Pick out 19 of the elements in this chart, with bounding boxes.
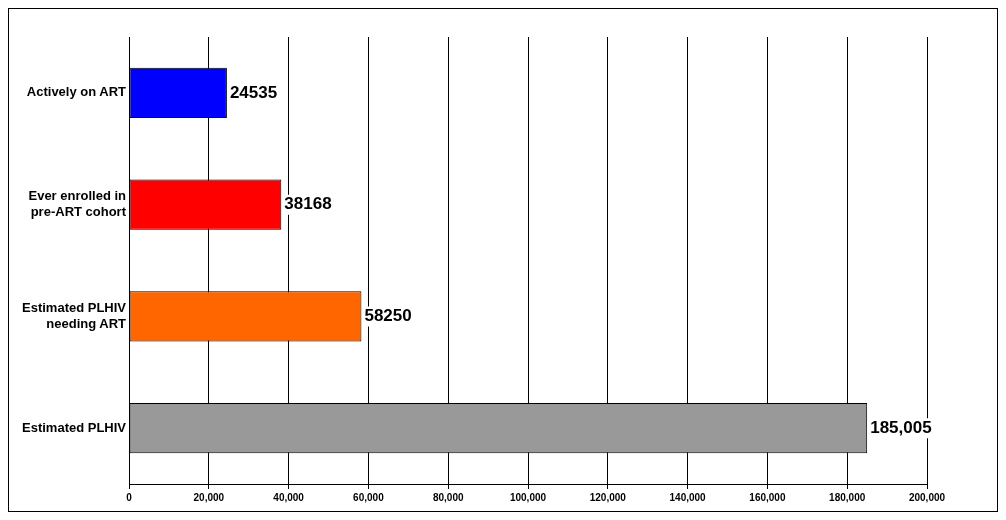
x-tick-label: 120,000 bbox=[589, 491, 627, 503]
data-label: 58250 bbox=[364, 306, 412, 326]
x-tick-label: 60,000 bbox=[353, 491, 385, 503]
x-tick-label: 180,000 bbox=[829, 491, 866, 503]
y-tick-label: Actively on ART bbox=[26, 84, 127, 100]
x-tick-label: 40,000 bbox=[273, 491, 305, 503]
x-tick-label: 140,000 bbox=[669, 491, 707, 503]
x-tick-label: 160,000 bbox=[749, 491, 786, 503]
y-tick-label: Ever enrolled in pre-ART cohort bbox=[28, 188, 127, 219]
x-tick-label: 200,000 bbox=[908, 491, 946, 503]
x-tick-label: 100,000 bbox=[509, 491, 547, 503]
y-tick-label: Estimated PLHIV needing ART bbox=[21, 300, 127, 331]
x-tick-label: 20,000 bbox=[193, 491, 225, 503]
x-tick-label: 80,000 bbox=[432, 491, 464, 503]
data-label: 24535 bbox=[229, 82, 278, 102]
x-tick-label: 0 bbox=[126, 491, 133, 503]
y-tick-label: Estimated PLHIV bbox=[21, 419, 127, 435]
data-label: 38168 bbox=[284, 194, 332, 214]
data-label: 185,005 bbox=[870, 417, 932, 437]
